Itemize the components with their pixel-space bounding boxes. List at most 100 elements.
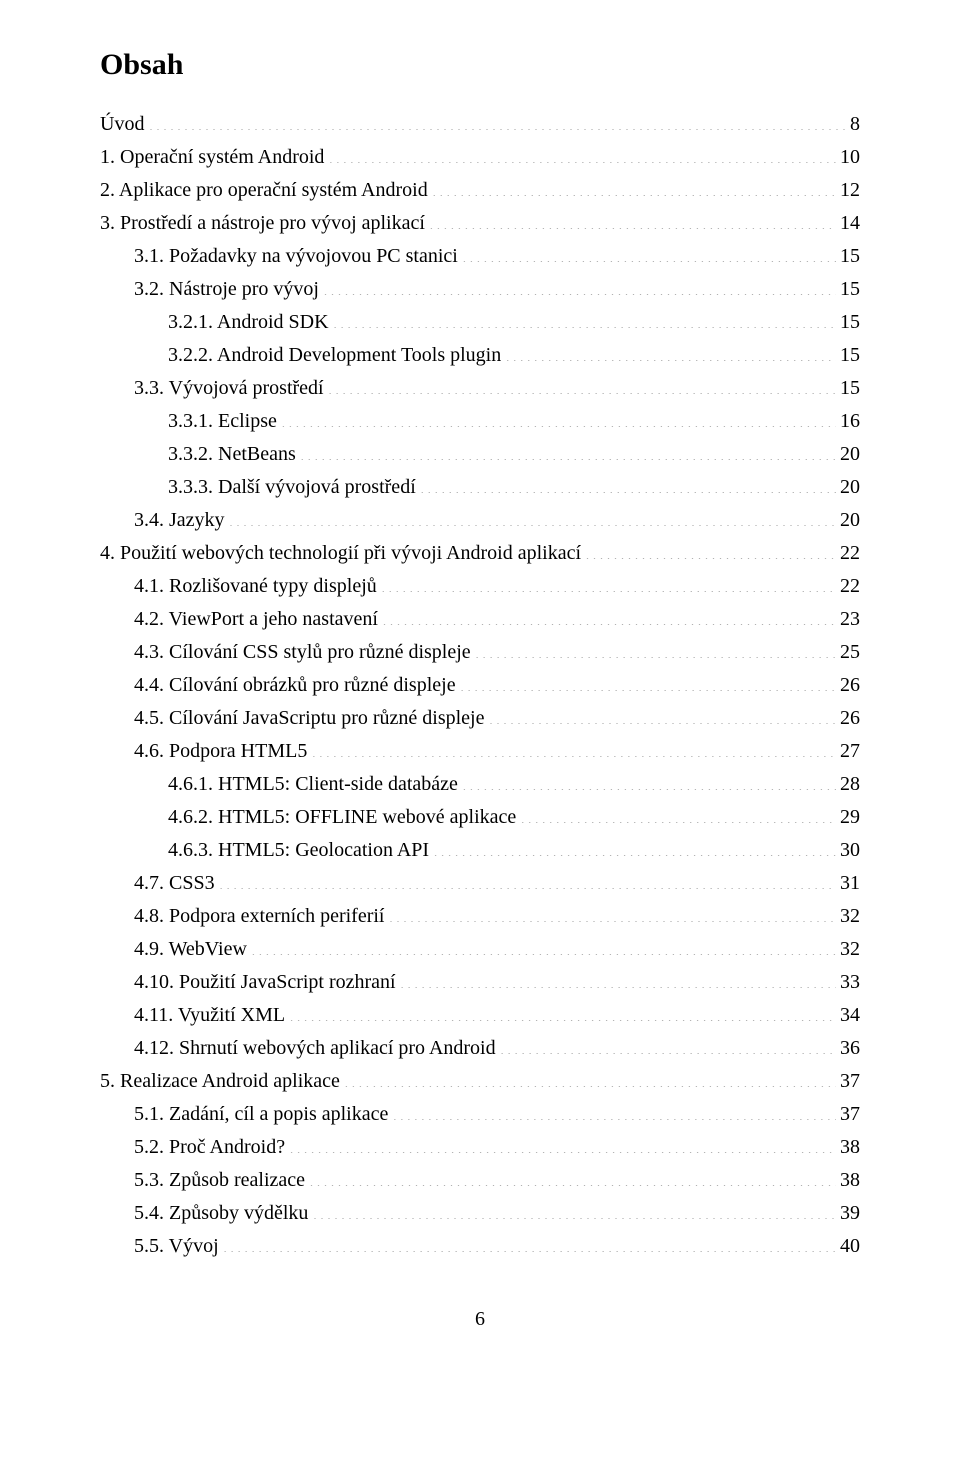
toc-entry[interactable]: 3.3.3. Další vývojová prostředí 20 — [100, 471, 860, 504]
toc-entry-label: 5.3. Způsob realizace — [134, 1164, 305, 1197]
toc-entry-page: 8 — [850, 108, 860, 141]
toc-entry[interactable]: 4.3. Cílování CSS stylů pro různé disple… — [100, 636, 860, 669]
toc-entry-label: 5. Realizace Android aplikace — [100, 1065, 340, 1098]
toc-entry[interactable]: 3.4. Jazyky 20 — [100, 504, 860, 537]
toc-list: Úvod 81. Operační systém Android 102. Ap… — [100, 108, 860, 1263]
toc-entry-label: 4.6.1. HTML5: Client-side databáze — [168, 768, 458, 801]
toc-entry-page: 39 — [840, 1197, 860, 1230]
toc-leader-dots — [312, 1199, 836, 1219]
toc-entry[interactable]: 3.1. Požadavky na vývojovou PC stanici 1… — [100, 240, 860, 273]
toc-entry[interactable]: 4.5. Cílování JavaScriptu pro různé disp… — [100, 702, 860, 735]
toc-entry-label: 4. Použití webových technologií při vývo… — [100, 537, 581, 570]
toc-entry-label: 3.3.3. Další vývojová prostředí — [168, 471, 416, 504]
toc-leader-dots — [328, 143, 836, 163]
toc-entry-label: 4.6.3. HTML5: Geolocation API — [168, 834, 429, 867]
toc-entry[interactable]: 4.6. Podpora HTML5 27 — [100, 735, 860, 768]
toc-entry-page: 38 — [840, 1131, 860, 1164]
toc-entry[interactable]: 4.6.1. HTML5: Client-side databáze 28 — [100, 768, 860, 801]
toc-leader-dots — [219, 869, 836, 889]
toc-entry-label: 4.2. ViewPort a jeho nastavení — [134, 603, 378, 636]
toc-leader-dots — [281, 407, 836, 427]
toc-leader-dots — [420, 473, 836, 493]
toc-entry-page: 37 — [840, 1098, 860, 1131]
toc-entry-label: 5.2. Proč Android? — [134, 1131, 285, 1164]
toc-entry-label: 4.12. Shrnutí webových aplikací pro Andr… — [134, 1032, 496, 1065]
toc-entry-page: 20 — [840, 438, 860, 471]
toc-leader-dots — [333, 308, 836, 328]
toc-entry[interactable]: 5.4. Způsoby výdělku 39 — [100, 1197, 860, 1230]
toc-entry[interactable]: 4.8. Podpora externích periferií 32 — [100, 900, 860, 933]
toc-entry[interactable]: 3.2.1. Android SDK 15 — [100, 306, 860, 339]
toc-entry[interactable]: 3.3. Vývojová prostředí 15 — [100, 372, 860, 405]
toc-entry-label: 3. Prostředí a nástroje pro vývoj aplika… — [100, 207, 425, 240]
toc-leader-dots — [300, 440, 836, 460]
toc-entry-page: 37 — [840, 1065, 860, 1098]
toc-entry[interactable]: 4.11. Využití XML 34 — [100, 999, 860, 1032]
toc-entry-page: 34 — [840, 999, 860, 1032]
toc-leader-dots — [429, 209, 836, 229]
toc-leader-dots — [505, 341, 836, 361]
toc-entry[interactable]: 5. Realizace Android aplikace 37 — [100, 1065, 860, 1098]
toc-leader-dots — [344, 1067, 836, 1087]
toc-entry-page: 32 — [840, 933, 860, 966]
toc-entry-page: 15 — [840, 240, 860, 273]
toc-entry-page: 12 — [840, 174, 860, 207]
toc-entry-page: 26 — [840, 702, 860, 735]
toc-entry-page: 25 — [840, 636, 860, 669]
toc-entry[interactable]: 5.2. Proč Android? 38 — [100, 1131, 860, 1164]
toc-entry-page: 29 — [840, 801, 860, 834]
toc-entry-page: 20 — [840, 471, 860, 504]
toc-entry-label: 4.9. WebView — [134, 933, 247, 966]
toc-entry[interactable]: 4.9. WebView 32 — [100, 933, 860, 966]
toc-entry-page: 33 — [840, 966, 860, 999]
toc-leader-dots — [388, 902, 836, 922]
toc-entry[interactable]: 3.2. Nástroje pro vývoj 15 — [100, 273, 860, 306]
toc-entry-label: 4.5. Cílování JavaScriptu pro různé disp… — [134, 702, 484, 735]
toc-entry[interactable]: 3.2.2. Android Development Tools plugin … — [100, 339, 860, 372]
toc-leader-dots — [382, 605, 836, 625]
toc-entry[interactable]: 4.1. Rozlišované typy displejů 22 — [100, 570, 860, 603]
toc-entry[interactable]: 5.5. Vývoj 40 — [100, 1230, 860, 1263]
toc-entry-label: 5.1. Zadání, cíl a popis aplikace — [134, 1098, 388, 1131]
toc-entry-label: 4.6. Podpora HTML5 — [134, 735, 307, 768]
toc-entry[interactable]: Úvod 8 — [100, 108, 860, 141]
toc-entry-label: 3.2. Nástroje pro vývoj — [134, 273, 319, 306]
toc-entry[interactable]: 3.3.1. Eclipse 16 — [100, 405, 860, 438]
toc-entry[interactable]: 3. Prostředí a nástroje pro vývoj aplika… — [100, 207, 860, 240]
toc-entry-label: 3.1. Požadavky na vývojovou PC stanici — [134, 240, 458, 273]
toc-leader-dots — [148, 110, 846, 130]
toc-entry[interactable]: 2. Aplikace pro operační systém Android … — [100, 174, 860, 207]
toc-leader-dots — [400, 968, 836, 988]
toc-entry-label: 5.4. Způsoby výdělku — [134, 1197, 308, 1230]
toc-entry[interactable]: 1. Operační systém Android 10 — [100, 141, 860, 174]
toc-entry-page: 30 — [840, 834, 860, 867]
toc-entry-page: 27 — [840, 735, 860, 768]
toc-entry-label: 3.4. Jazyky — [134, 504, 225, 537]
toc-entry-label: 3.3.1. Eclipse — [168, 405, 277, 438]
toc-entry[interactable]: 5.3. Způsob realizace 38 — [100, 1164, 860, 1197]
toc-leader-dots — [229, 506, 836, 526]
toc-entry[interactable]: 5.1. Zadání, cíl a popis aplikace 37 — [100, 1098, 860, 1131]
toc-leader-dots — [460, 671, 836, 691]
toc-entry-page: 15 — [840, 339, 860, 372]
toc-entry[interactable]: 4.2. ViewPort a jeho nastavení 23 — [100, 603, 860, 636]
toc-entry-page: 22 — [840, 537, 860, 570]
toc-entry-label: 4.11. Využití XML — [134, 999, 285, 1032]
toc-entry[interactable]: 4.6.2. HTML5: OFFLINE webové aplikace 29 — [100, 801, 860, 834]
toc-leader-dots — [520, 803, 836, 823]
toc-entry-label: 4.3. Cílování CSS stylů pro různé disple… — [134, 636, 471, 669]
toc-entry[interactable]: 4.4. Cílování obrázků pro různé displeje… — [100, 669, 860, 702]
toc-entry[interactable]: 4.10. Použití JavaScript rozhraní 33 — [100, 966, 860, 999]
toc-entry[interactable]: 4.7. CSS3 31 — [100, 867, 860, 900]
toc-leader-dots — [432, 176, 836, 196]
toc-leader-dots — [462, 770, 836, 790]
toc-entry-page: 15 — [840, 372, 860, 405]
toc-entry[interactable]: 4.12. Shrnutí webových aplikací pro Andr… — [100, 1032, 860, 1065]
toc-leader-dots — [488, 704, 836, 724]
toc-entry-page: 23 — [840, 603, 860, 636]
toc-entry[interactable]: 3.3.2. NetBeans 20 — [100, 438, 860, 471]
toc-entry[interactable]: 4. Použití webových technologií při vývo… — [100, 537, 860, 570]
toc-entry-page: 15 — [840, 306, 860, 339]
toc-entry-page: 32 — [840, 900, 860, 933]
toc-entry[interactable]: 4.6.3. HTML5: Geolocation API 30 — [100, 834, 860, 867]
